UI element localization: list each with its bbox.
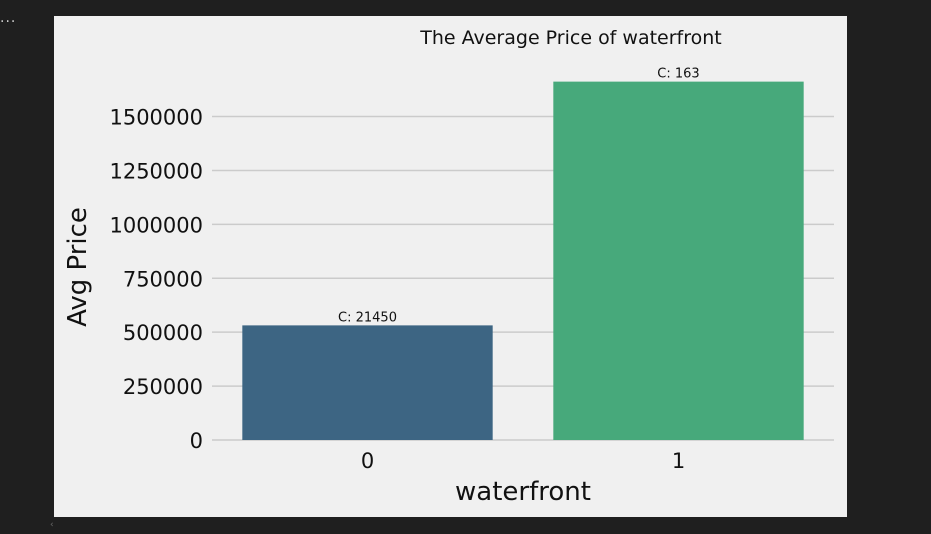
y-tick-label: 1000000 <box>109 213 203 237</box>
bar-annotations: C: 21450 C: 163 <box>338 67 700 326</box>
y-axis-label: Avg Price <box>63 207 93 327</box>
y-tick-label: 1250000 <box>109 159 203 183</box>
bar-1 <box>553 81 804 440</box>
y-tick-label: 0 <box>190 429 203 453</box>
bar-annotation: C: 163 <box>657 67 699 82</box>
y-tick-label: 250000 <box>123 375 203 399</box>
scroll-left-icon[interactable]: ‹ <box>50 520 54 530</box>
y-tick-label: 1500000 <box>109 106 203 130</box>
bars <box>242 81 804 440</box>
y-tick-label: 500000 <box>123 321 203 345</box>
x-axis-label: waterfront <box>455 477 591 507</box>
chart-title: The Average Price of waterfront <box>419 27 722 49</box>
bar-annotation: C: 21450 <box>338 310 397 325</box>
chart-figure: 0 250000 500000 750000 1000000 1250000 1500000… <box>54 16 847 517</box>
y-tick-label: 750000 <box>123 267 203 291</box>
bar-chart: 0 250000 500000 750000 1000000 1250000 1500000… <box>63 27 834 507</box>
y-tick-labels: 0 250000 500000 750000 1000000 1250000 1500000 <box>109 106 203 453</box>
x-tick-label: 0 <box>361 449 374 473</box>
x-tick-label: 1 <box>672 449 685 473</box>
bar-0 <box>242 325 493 440</box>
cell-collapse-indicator[interactable]: ... <box>0 10 17 26</box>
